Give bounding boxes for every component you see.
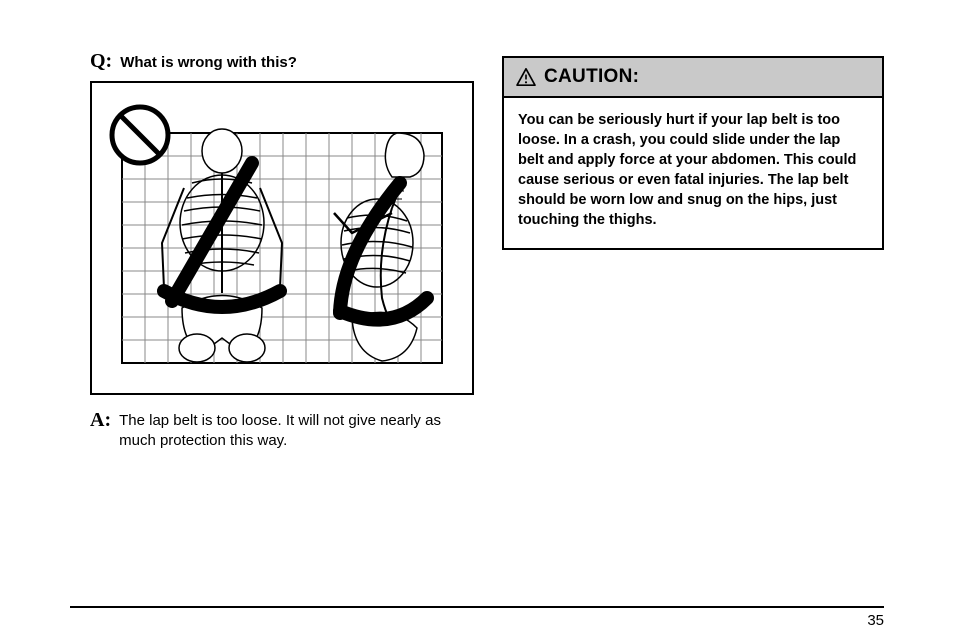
left-column: Q: What is wrong with this? bbox=[90, 50, 472, 452]
a-text: The lap belt is too loose. It will not g… bbox=[119, 412, 441, 449]
page-number: 35 bbox=[867, 612, 884, 629]
illustration-figure bbox=[90, 81, 474, 395]
warning-icon bbox=[516, 68, 536, 86]
right-column: CAUTION: You can be seriously hurt if yo… bbox=[502, 50, 884, 452]
answer-line: A: The lap belt is too loose. It will no… bbox=[90, 409, 472, 452]
prohibit-icon bbox=[112, 107, 168, 163]
page-footer: 35 bbox=[70, 606, 884, 608]
question-line: Q: What is wrong with this? bbox=[90, 50, 472, 73]
a-letter: A: bbox=[90, 409, 111, 432]
caution-box: CAUTION: You can be seriously hurt if yo… bbox=[502, 56, 884, 250]
caution-header: CAUTION: bbox=[504, 58, 882, 98]
q-letter: Q: bbox=[90, 50, 112, 73]
footer-rule bbox=[70, 606, 884, 608]
caution-body: You can be seriously hurt if your lap be… bbox=[504, 98, 882, 248]
q-text: What is wrong with this? bbox=[120, 54, 297, 71]
caution-title: CAUTION: bbox=[544, 66, 639, 88]
